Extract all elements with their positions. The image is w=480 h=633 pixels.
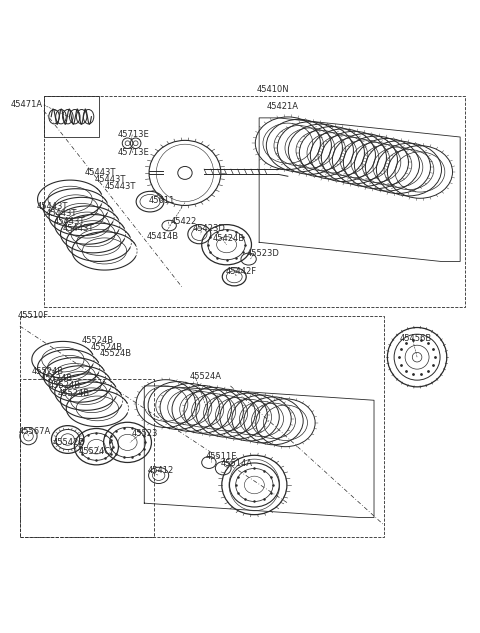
Text: 45471A: 45471A — [10, 101, 42, 110]
Text: 45443T: 45443T — [45, 209, 77, 218]
Text: 45514A: 45514A — [221, 459, 253, 468]
Text: 45524B: 45524B — [49, 382, 81, 391]
Text: 45443T: 45443T — [36, 202, 68, 211]
Text: 45423D: 45423D — [192, 225, 225, 234]
Text: 45421A: 45421A — [266, 103, 299, 111]
Text: 45524B: 45524B — [40, 374, 72, 383]
Bar — [44, 96, 465, 307]
Text: 45524B: 45524B — [91, 342, 123, 351]
Text: 45523: 45523 — [132, 429, 158, 438]
Bar — [20, 379, 154, 537]
Text: 45611: 45611 — [149, 196, 175, 205]
Text: 45442F: 45442F — [226, 268, 257, 277]
Bar — [20, 316, 384, 537]
Text: 45412: 45412 — [148, 466, 174, 475]
Text: 45414B: 45414B — [147, 232, 179, 241]
Text: 45713E: 45713E — [118, 130, 150, 139]
Text: 45410N: 45410N — [257, 85, 289, 94]
Text: 45424B: 45424B — [212, 234, 244, 242]
Text: 45443T: 45443T — [62, 224, 94, 233]
Text: 45523D: 45523D — [247, 249, 279, 258]
Text: 45524B: 45524B — [82, 336, 114, 345]
Text: 45524B: 45524B — [32, 367, 64, 376]
Text: 45713E: 45713E — [118, 148, 150, 158]
Text: 45567A: 45567A — [19, 427, 51, 436]
Text: 45542D: 45542D — [52, 438, 85, 447]
Text: 45510F: 45510F — [17, 311, 48, 320]
Text: 45443T: 45443T — [95, 175, 126, 184]
Text: 45443T: 45443T — [105, 182, 136, 191]
Text: 45443T: 45443T — [54, 216, 85, 226]
Bar — [44, 96, 99, 137]
Text: 45524B: 45524B — [58, 389, 90, 398]
Text: 45524C: 45524C — [78, 447, 110, 456]
Text: 45422: 45422 — [170, 217, 197, 226]
Text: 45443T: 45443T — [84, 168, 116, 177]
Text: 45511E: 45511E — [205, 452, 237, 461]
Text: 45524A: 45524A — [190, 372, 222, 381]
Text: 45456B: 45456B — [399, 334, 432, 342]
Text: 45524B: 45524B — [99, 349, 132, 358]
